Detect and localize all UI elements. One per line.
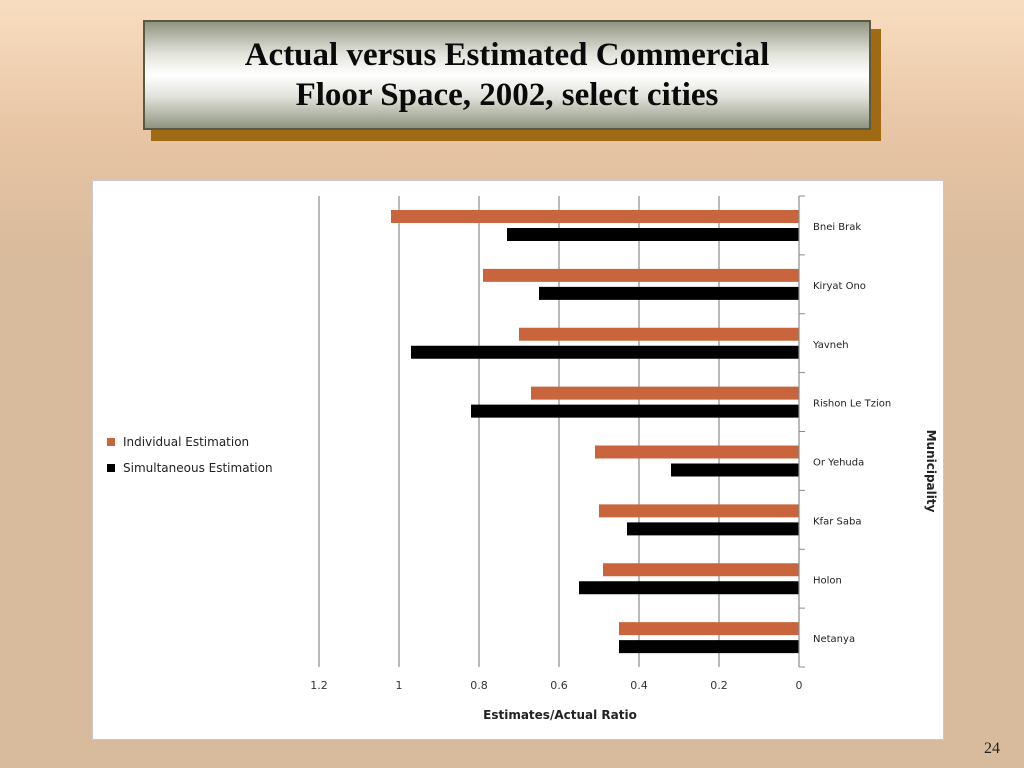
legend: Individual Estimation Simultaneous Estima…: [107, 435, 273, 475]
bar-simultaneous: [411, 345, 799, 359]
bar-chart: 1.2 1 0.8 0.6 0.4 0.2 0 Bnei Brak Kiryat Ono Yav…: [107, 195, 938, 722]
category-label: Holon: [813, 575, 842, 586]
bar-individual: [595, 445, 799, 459]
bar-simultaneous: [471, 404, 799, 418]
legend-label: Individual Estimation: [123, 435, 249, 449]
chart-frame: 1.2 1 0.8 0.6 0.4 0.2 0 Bnei Brak Kiryat Ono Yav…: [92, 180, 944, 740]
legend-label: Simultaneous Estimation: [123, 461, 273, 475]
bar-simultaneous: [579, 581, 799, 595]
x-tick-label: 0.4: [630, 679, 648, 692]
category-label: Kiryat Ono: [813, 281, 866, 292]
x-tick-label: 0.2: [710, 679, 728, 692]
category-label: Yavneh: [812, 340, 849, 351]
bar-individual: [519, 327, 799, 341]
bar-individual: [483, 268, 799, 282]
bar-individual: [391, 210, 799, 223]
page-number: 24: [984, 740, 1000, 757]
x-tick-label: 1.2: [310, 679, 328, 692]
bar-individual: [599, 504, 799, 518]
y-axis-label: Municipality: [924, 430, 938, 513]
legend-swatch: [107, 438, 115, 446]
category-label: Or Yehuda: [813, 458, 864, 469]
legend-swatch: [107, 464, 115, 472]
category-label: Netanya: [813, 634, 855, 645]
bar-individual: [603, 563, 799, 577]
bar-simultaneous: [539, 286, 799, 300]
bar-individual: [531, 386, 799, 400]
x-tick-label: 1: [396, 679, 403, 692]
x-axis-label: Estimates/Actual Ratio: [483, 708, 637, 722]
bar-individual: [619, 622, 799, 636]
bar-simultaneous: [671, 463, 799, 477]
category-label: Bnei Brak: [813, 222, 861, 233]
slide-title-line-2: Floor Space, 2002, select cities: [295, 77, 719, 113]
slide-title: Actual versus Estimated Commercial Floor…: [143, 20, 871, 130]
slide-title-line-1: Actual versus Estimated Commercial: [244, 37, 770, 73]
x-tick-label: 0.8: [470, 679, 488, 692]
bar-simultaneous: [619, 640, 799, 654]
bar-simultaneous: [507, 228, 799, 241]
x-tick-label: 0: [796, 679, 803, 692]
category-label: Rishon Le Tzion: [813, 399, 891, 410]
category-label: Kfar Saba: [813, 516, 861, 527]
bar-simultaneous: [627, 522, 799, 536]
x-tick-label: 0.6: [550, 679, 568, 692]
